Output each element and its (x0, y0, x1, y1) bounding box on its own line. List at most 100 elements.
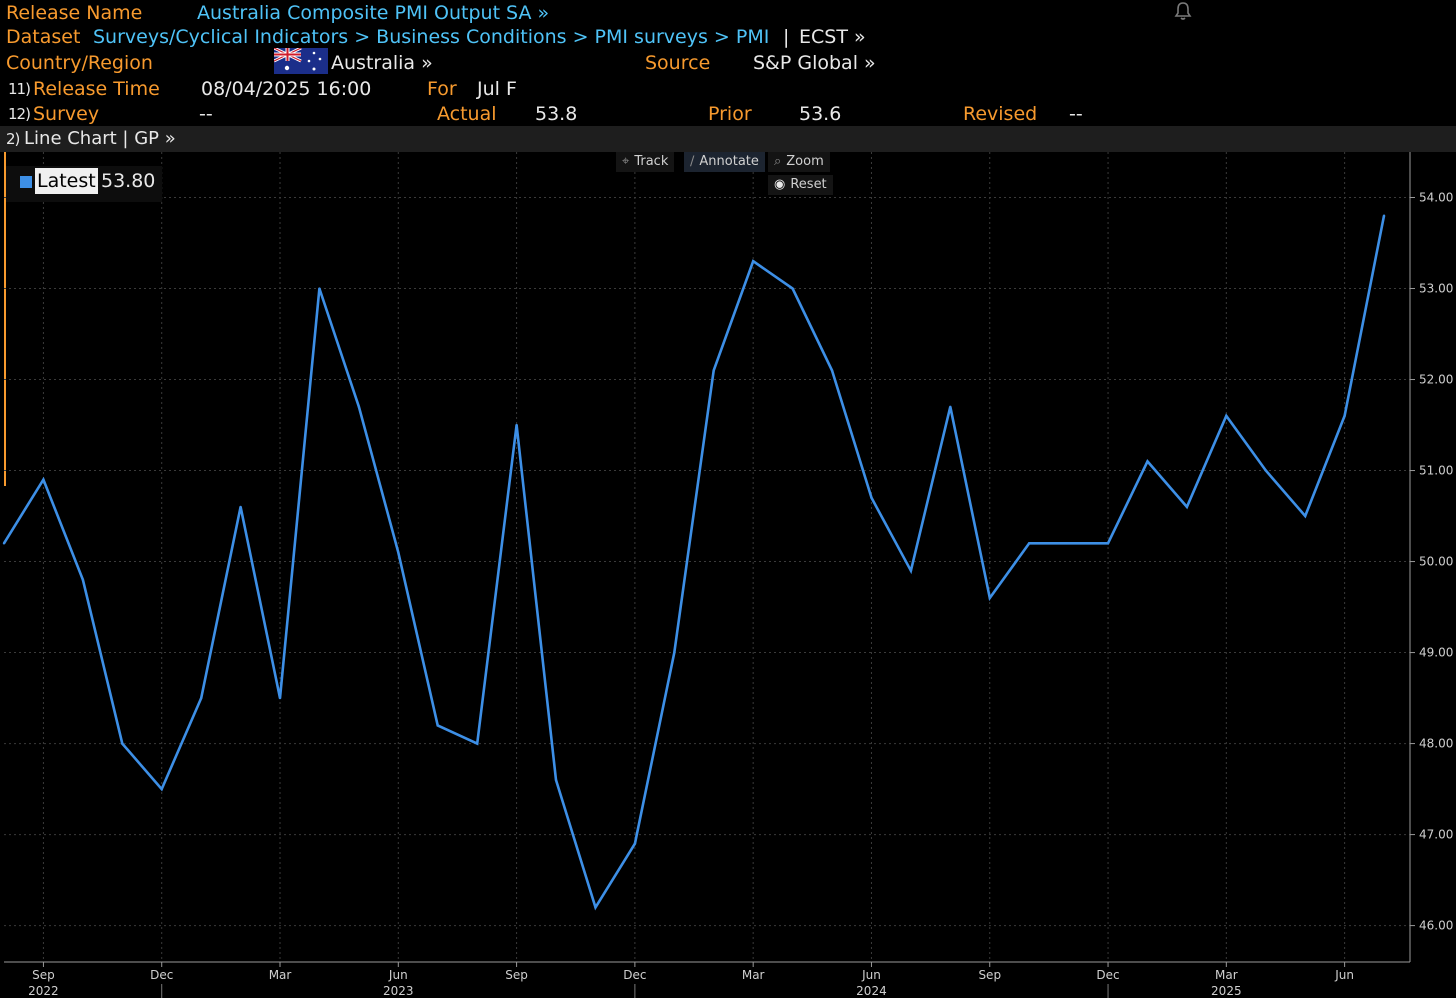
zoom-button[interactable]: ⌕ Zoom (768, 152, 830, 172)
australia-flag-icon (274, 48, 328, 74)
data-point (318, 287, 321, 290)
left-accent-marker (4, 152, 6, 486)
header-row-release: Release Name Australia Composite PMI Out… (0, 0, 1456, 26)
y-tick-label: 53.00 (1419, 282, 1453, 296)
year-label: 2023 (383, 984, 414, 998)
data-point (1264, 469, 1267, 472)
data-point (909, 569, 913, 572)
data-point (2, 542, 6, 545)
data-point (475, 742, 479, 745)
header-row-survey: 12) Survey -- Actual 53.8 Prior 53.6 Rev… (0, 101, 1456, 127)
data-point (1303, 514, 1307, 518)
actual-value: 53.8 (535, 103, 578, 125)
x-tick-label: Mar (269, 968, 292, 982)
data-point (357, 405, 361, 409)
y-tick-label: 52.00 (1419, 373, 1453, 387)
dataset-separator: | (783, 26, 790, 48)
track-icon: ⌖ (622, 154, 630, 169)
prior-value: 53.6 (799, 103, 842, 125)
legend-value: 53.80 (101, 170, 156, 192)
series-line (2, 215, 1386, 911)
revised-label: Revised (963, 103, 1038, 125)
data-point (1382, 214, 1386, 217)
source-link[interactable]: S&P Global » (753, 52, 876, 74)
x-tick-label: Jun (388, 968, 408, 982)
annotate-icon: ∕ (690, 154, 695, 169)
dataset-path-link[interactable]: Surveys/Cyclical Indicators > Business C… (93, 26, 770, 48)
data-point (436, 724, 439, 727)
legend-label[interactable]: Latest (35, 168, 98, 194)
data-point (239, 505, 242, 509)
data-point (949, 405, 952, 409)
for-label: For (427, 78, 457, 100)
data-point (594, 906, 597, 909)
data-point (1106, 542, 1110, 545)
x-tick-label: Dec (1096, 968, 1119, 982)
year-label: 2022 (28, 984, 59, 998)
reset-icon: ◉ (774, 177, 786, 192)
x-tick-label: Sep (978, 968, 1001, 982)
data-point (1067, 542, 1070, 545)
data-point (554, 778, 558, 782)
year-label: 2025 (1211, 984, 1242, 998)
data-point (121, 742, 124, 745)
zoom-label: Zoom (786, 154, 824, 169)
data-point (751, 260, 755, 263)
year-label: 2024 (856, 984, 887, 998)
data-point (515, 423, 518, 427)
revised-value: -- (1069, 103, 1083, 125)
data-point (1225, 414, 1228, 418)
y-tick-label: 51.00 (1419, 464, 1453, 478)
dataset-code-link[interactable]: ECST » (799, 26, 866, 48)
dataset-label: Dataset (6, 26, 81, 48)
chart-type-link[interactable]: Line Chart | GP » (24, 128, 176, 149)
x-tick-label: Dec (150, 968, 173, 982)
y-tick-label: 49.00 (1419, 646, 1453, 660)
chart-title-bar: 2) Line Chart | GP » (0, 126, 1456, 152)
legend-swatch (20, 176, 32, 188)
survey-label[interactable]: Survey (33, 103, 100, 125)
data-point (397, 551, 400, 554)
x-tick-label: Sep (505, 968, 528, 982)
reset-label: Reset (790, 177, 827, 192)
release-time-label[interactable]: Release Time (33, 78, 160, 100)
actual-label: Actual (437, 103, 497, 125)
x-tick-label: Jun (861, 968, 881, 982)
track-label: Track (634, 154, 669, 169)
header-row-country: Country/Region Australia » Source S&P Gl… (0, 48, 1456, 76)
chart-grid (4, 152, 1410, 962)
reset-button[interactable]: ◉ Reset (768, 175, 833, 195)
data-point (791, 287, 794, 290)
x-tick-label: Mar (1215, 968, 1238, 982)
header-row-dataset: Dataset Surveys/Cyclical Indicators > Bu… (0, 24, 1456, 50)
chart-plot (2, 214, 1386, 911)
y-tick-label: 46.00 (1419, 919, 1453, 933)
chart-legend: Latest 53.80 (6, 166, 162, 202)
release-time-number: 11) (8, 80, 31, 98)
for-value: Jul F (477, 78, 517, 100)
country-link[interactable]: Australia » (331, 52, 433, 74)
zoom-icon: ⌕ (774, 154, 782, 169)
header-row-release-time: 11) Release Time 08/04/2025 16:00 For Ju… (0, 76, 1456, 102)
source-label: Source (645, 52, 711, 74)
data-point (1343, 414, 1346, 418)
release-time-value: 08/04/2025 16:00 (201, 78, 372, 100)
annotate-button[interactable]: ∕ Annotate (684, 152, 765, 172)
release-name-link[interactable]: Australia Composite PMI Output SA » (197, 2, 550, 24)
data-point (830, 369, 834, 372)
data-point (1027, 542, 1031, 545)
survey-value: -- (199, 103, 213, 125)
data-point (199, 696, 203, 700)
y-tick-label: 48.00 (1419, 737, 1453, 751)
country-label: Country/Region (6, 52, 153, 74)
data-point (160, 787, 163, 791)
x-tick-label: Mar (742, 968, 765, 982)
release-name-label: Release Name (6, 2, 143, 24)
data-point (673, 651, 676, 654)
chart-bar-number: 2) (6, 130, 20, 148)
data-point (42, 478, 45, 481)
track-button[interactable]: ⌖ Track (616, 152, 675, 172)
bell-icon[interactable] (1172, 0, 1194, 22)
x-tick-label: Jun (1334, 968, 1354, 982)
